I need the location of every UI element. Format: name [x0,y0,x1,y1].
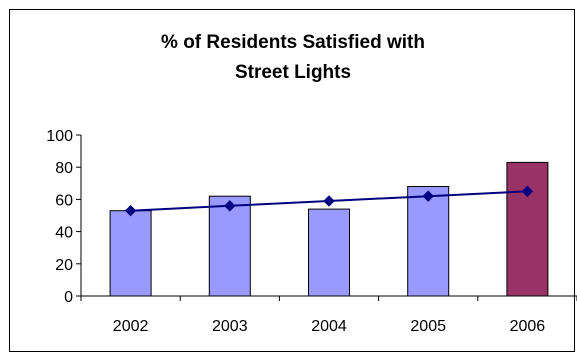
x-tick-label-2002: 2002 [113,318,149,335]
bar-2005 [407,186,450,297]
bar-2002 [109,210,152,297]
x-tick-label-2003: 2003 [212,318,248,335]
trend-point-2004 [323,195,335,207]
y-tick-label-80: 80 [55,160,73,177]
chart-frame [9,9,575,352]
trend-point-2002 [124,204,137,217]
y-tick-label-100: 100 [46,128,73,145]
y-tick-label-60: 60 [55,192,73,209]
bar-2003 [208,195,251,297]
trend-point-2003 [224,200,236,212]
trend-point-2006 [521,185,534,198]
y-tick-label-20: 20 [55,257,73,274]
trend-point-2005 [422,190,434,202]
x-tick-label-2005: 2005 [410,318,446,335]
chart-title-line-1: % of Residents Satisfied with [161,32,425,53]
y-tick-label-40: 40 [55,225,73,242]
x-tick-label-2004: 2004 [311,318,347,335]
y-tick-label-0: 0 [64,289,73,306]
bar-2004 [308,208,350,297]
bar-2006 [506,161,549,297]
chart-title-line-2: Street Lights [235,62,351,83]
x-tick-label-2006: 2006 [510,318,546,335]
